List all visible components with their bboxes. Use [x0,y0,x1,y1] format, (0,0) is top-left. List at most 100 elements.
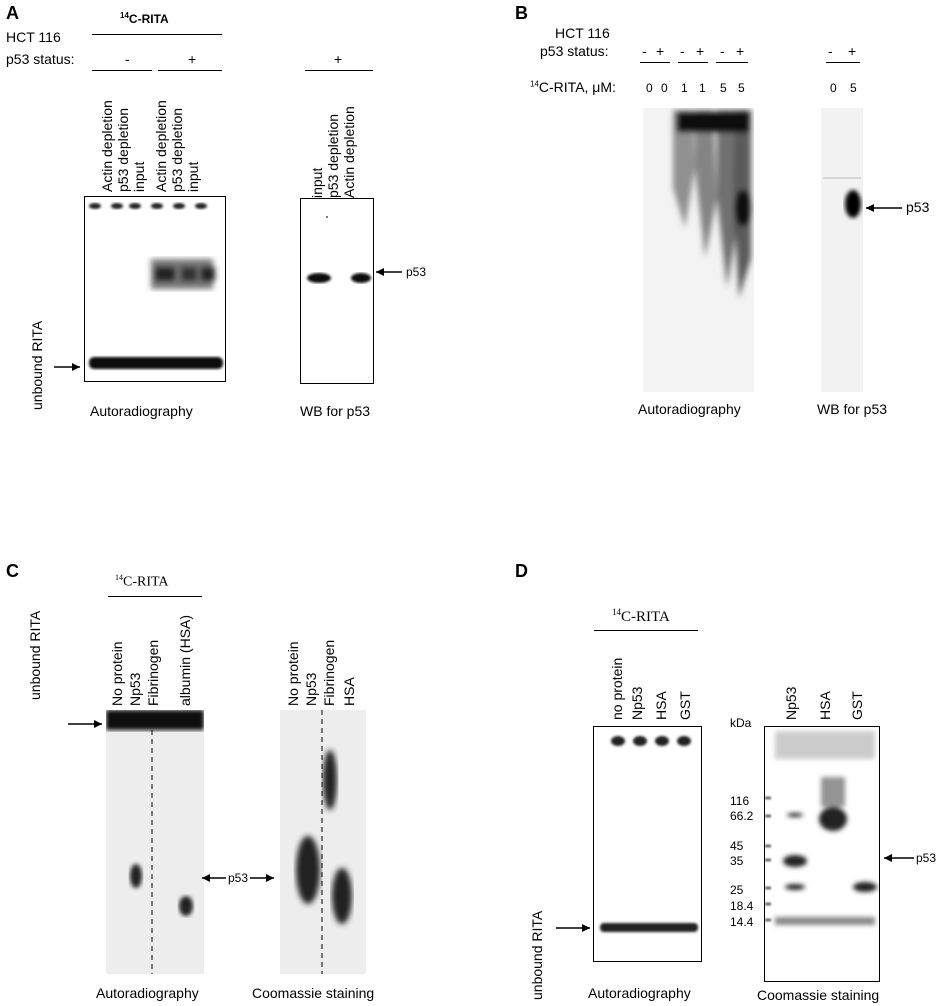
lane-label: Np53 [783,686,799,720]
gel-image [307,216,371,283]
caption-wb: WB for p53 [817,401,888,417]
p53-label: p53 [406,265,427,279]
pair-bracket [716,62,748,63]
rita-text: C-RITA [123,574,169,590]
cell-line: HCT 116 [555,25,610,41]
status-sign: - [720,43,725,59]
rita-bracket [594,630,698,631]
gel-image [600,736,698,932]
pair-bracket [640,62,670,63]
marker-label: 14.4 [730,915,754,929]
p53-label: p53 [228,871,249,885]
lane-label: albumin (HSA) [177,614,193,706]
lane-label: Fibrinogen [321,639,337,706]
wb-bracket [826,62,860,63]
p53-label: p53 [916,851,937,865]
caption-coomassie: Coomassie staining [757,987,880,1003]
autorad-gel [593,726,702,962]
panel-letter: A [6,3,19,23]
unbound-rita-label: unbound RITA [29,320,45,410]
wb-sign: + [848,43,857,59]
rita-sup: 14 [115,573,123,582]
caption-wb: WB for p53 [300,403,371,419]
lane-label: GST [677,691,693,720]
status-sign: - [642,43,647,59]
caption-autorad: Autoradiography [638,401,741,417]
marker-label: 18.4 [730,899,754,913]
lane-label: Actin depletion [99,100,115,192]
status-label: p53 status: [6,51,75,67]
conc-text: C-RITA, μM: [538,79,616,95]
rita-bracket [108,596,202,597]
status-sign: - [680,43,685,59]
lane-label: HSA [817,691,833,720]
autorad-gel [84,196,226,382]
lane-label: Np53 [127,672,143,706]
lane-label: input [131,161,147,192]
conc-value: 5 [720,81,727,95]
status-minus: - [125,51,130,67]
lane-label: Fibrinogen [145,639,161,706]
lane-label: GST [849,691,865,720]
caption-autorad: Autoradiography [90,403,193,419]
lane-label: Np53 [303,672,319,706]
conc-label: 14C-RITA, μM: [530,80,616,94]
cell-line: HCT 116 [6,29,61,45]
lane-label: No protein [285,641,301,706]
lane-label: input [185,161,201,192]
gel-image [765,731,877,925]
wb-conc-value: 0 [830,81,837,95]
wb-gel [300,198,374,384]
lane-label: p53 depletion [169,107,185,192]
gel-image [296,710,352,974]
conc-value: 1 [681,81,688,95]
lane-label: No protein [109,641,125,706]
autorad-gel [643,108,754,392]
rita-header: 14C-RITA [115,574,169,590]
conc-value: 0 [661,81,668,95]
wb-sign: - [828,43,833,59]
rita-sup: 14 [120,11,129,20]
caption-coomassie: Coomassie staining [252,985,375,1001]
coomassie-gel [764,726,880,982]
plus-bracket [158,70,222,71]
wb-gel [821,108,863,392]
panel-letter: D [515,561,528,581]
gel-image [106,710,204,974]
lane-label: Actin depletion [341,106,357,198]
rita-sup: 14 [612,607,621,617]
lane-label: p53 depletion [115,107,131,192]
status-sign: + [656,43,665,59]
lane-label: Np53 [629,686,645,720]
lane-label: Actin depletion [153,100,169,192]
rita-text: C-RITA [621,609,670,625]
lane-label: p53 depletion [325,113,341,198]
lane-label: input [309,167,325,198]
kda-label: kDa [730,716,752,730]
rita-header: 14C-RITA [120,11,169,26]
pair-bracket [678,62,708,63]
autorad-gel [106,710,204,974]
rita-text: C-RITA [128,12,169,26]
conc-value: 5 [738,81,745,95]
caption-autorad: Autoradiography [96,985,199,1001]
gel-image [823,177,861,218]
conc-sup: 14 [530,79,539,89]
lane-label: HSA [341,677,357,706]
unbound-rita-label: unbound RITA [529,910,545,1000]
gel-image [673,110,751,298]
wb-bracket [305,70,373,71]
lane-label: HSA [653,691,669,720]
caption-autorad: Autoradiography [588,985,691,1001]
status-plus: + [188,51,197,67]
wb-status-plus: + [334,51,343,67]
wb-conc-value: 5 [850,81,857,95]
panel-letter: B [515,3,528,23]
status-sign: + [736,43,745,59]
panel-letter: C [6,561,19,581]
marker-label: 35 [730,854,744,868]
p53-label: p53 [906,199,930,215]
coomassie-gel [280,710,366,974]
conc-value: 1 [699,81,706,95]
gel-image [89,203,223,369]
